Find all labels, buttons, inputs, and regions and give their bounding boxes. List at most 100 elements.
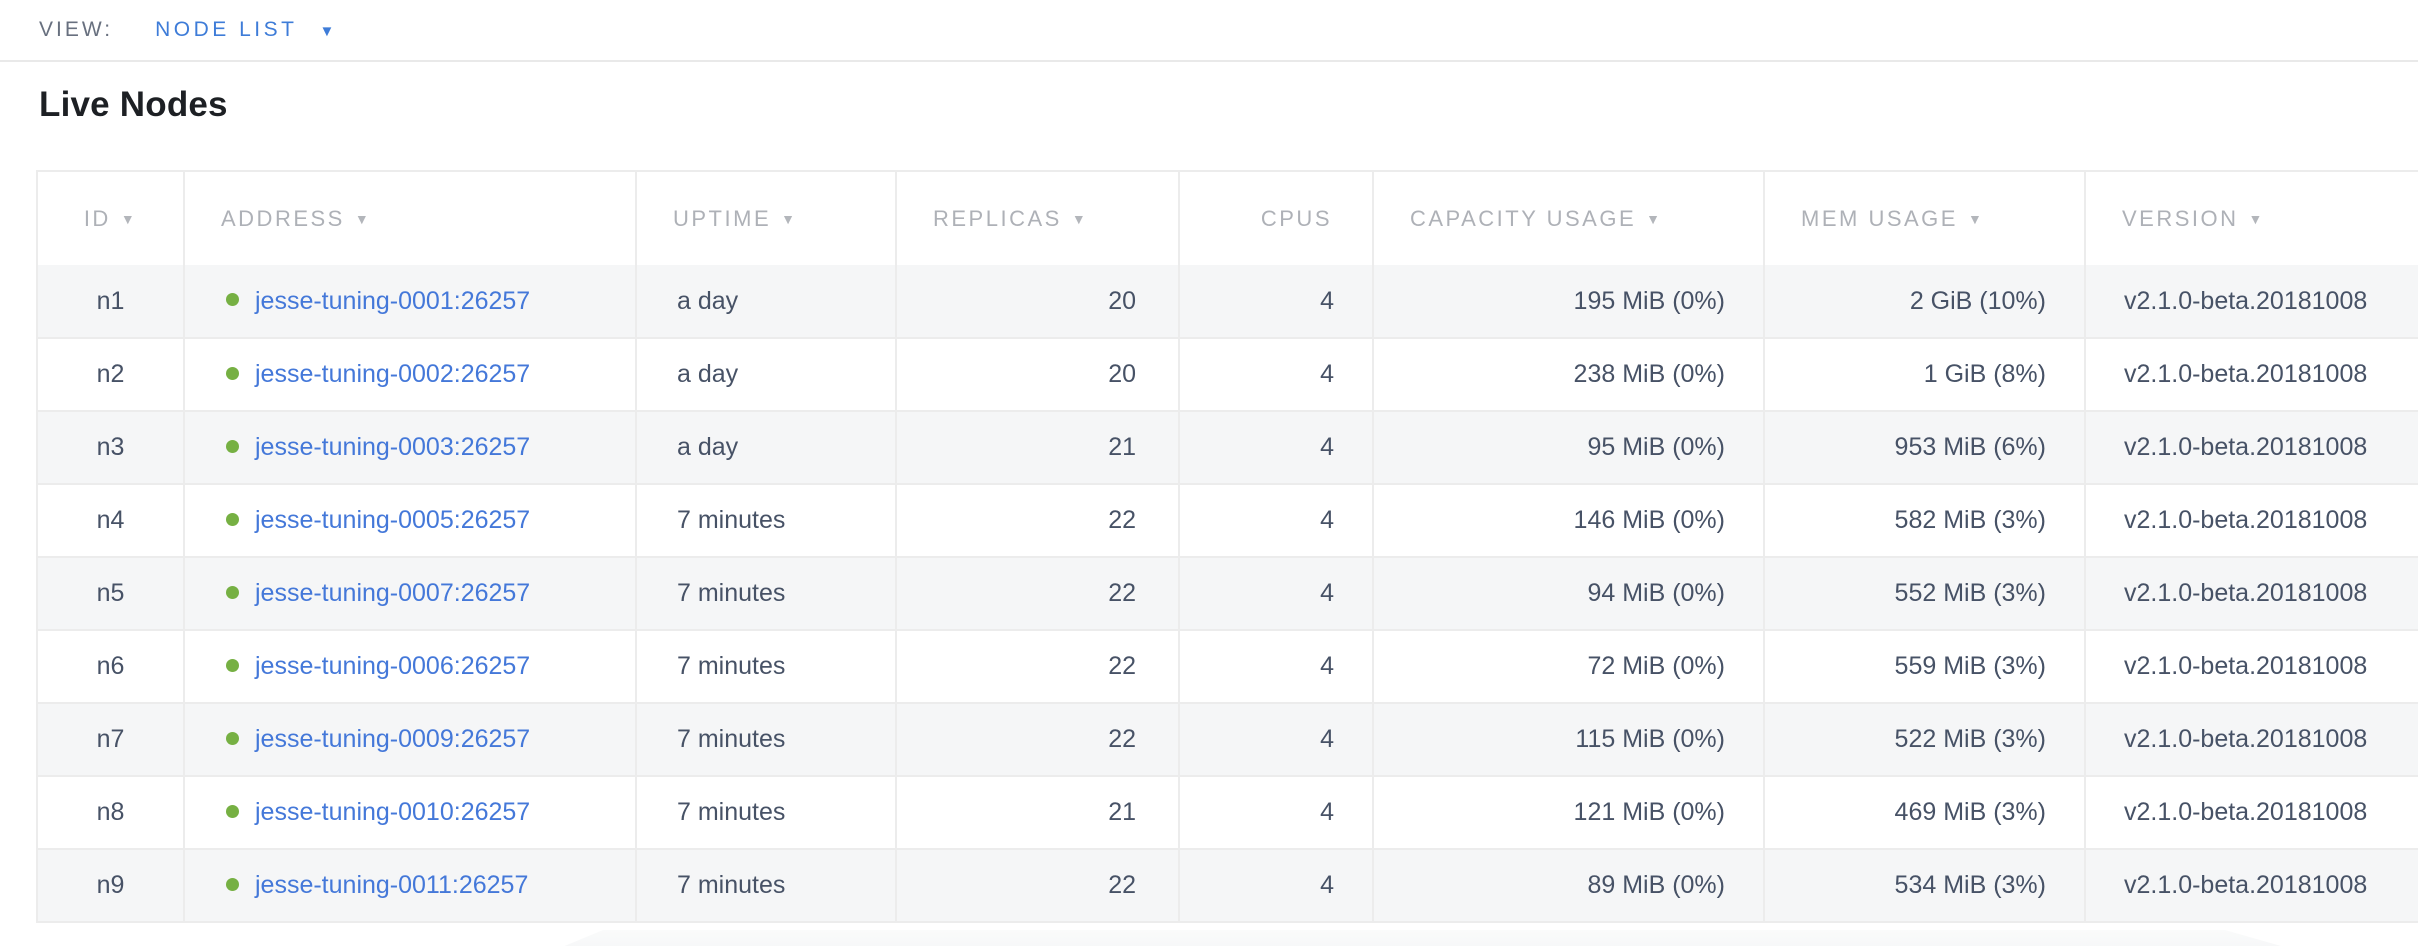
cell-id: n7 bbox=[37, 702, 185, 776]
view-label: VIEW: bbox=[39, 18, 114, 41]
node-address-link[interactable]: jesse-tuning-0011:26257 bbox=[255, 871, 529, 899]
live-status-icon bbox=[226, 658, 239, 672]
live-status-icon bbox=[226, 804, 239, 818]
cell-cpus: 4 bbox=[1179, 629, 1374, 703]
cell-cpus: 4 bbox=[1179, 265, 1374, 338]
cell-version: v2.1.0-beta.20181008 bbox=[2085, 337, 2418, 411]
cell-replicas: 22 bbox=[896, 556, 1180, 630]
cell-cpus: 4 bbox=[1179, 702, 1374, 776]
column-header-label: REPLICAS bbox=[933, 205, 1062, 231]
cell-cpus: 4 bbox=[1179, 483, 1374, 557]
cell-capacity: 95 MiB (0%) bbox=[1373, 410, 1765, 484]
cell-replicas: 22 bbox=[896, 702, 1180, 776]
table-row: n6 jesse-tuning-0006:26257 7 minutes 22 4 72 … bbox=[37, 629, 2418, 703]
cell-mem: 559 MiB (3%) bbox=[1764, 629, 2086, 703]
cell-address: jesse-tuning-0005:26257 bbox=[184, 483, 637, 557]
cell-cpus: 4 bbox=[1179, 556, 1374, 630]
column-header-id[interactable]: ID ▼ bbox=[37, 171, 185, 265]
live-status-icon bbox=[226, 293, 239, 307]
node-address-link[interactable]: jesse-tuning-0003:26257 bbox=[255, 433, 531, 461]
column-header-replicas[interactable]: REPLICAS ▼ bbox=[896, 171, 1180, 265]
node-address-link[interactable]: jesse-tuning-0009:26257 bbox=[255, 725, 531, 753]
cell-capacity: 121 MiB (0%) bbox=[1373, 775, 1765, 849]
cell-id: n1 bbox=[37, 265, 185, 338]
node-address-link[interactable]: jesse-tuning-0002:26257 bbox=[255, 360, 531, 388]
cell-address: jesse-tuning-0010:26257 bbox=[184, 775, 637, 849]
cut-off-element bbox=[555, 930, 2295, 946]
cell-mem: 534 MiB (3%) bbox=[1764, 848, 2086, 922]
cell-address: jesse-tuning-0006:26257 bbox=[184, 629, 637, 703]
cell-uptime: a day bbox=[636, 410, 897, 484]
node-address-link[interactable]: jesse-tuning-0001:26257 bbox=[255, 286, 531, 315]
node-address-link[interactable]: jesse-tuning-0010:26257 bbox=[255, 798, 531, 826]
column-header-address[interactable]: ADDRESS ▼ bbox=[184, 171, 637, 265]
cell-mem: 522 MiB (3%) bbox=[1764, 702, 2086, 776]
sort-desc-icon: ▼ bbox=[1646, 210, 1663, 227]
cell-version: v2.1.0-beta.20181008 bbox=[2085, 629, 2418, 703]
view-dropdown-value: NODE LIST bbox=[155, 18, 298, 41]
cell-version: v2.1.0-beta.20181008 bbox=[2085, 410, 2418, 484]
table-row: n1 jesse-tuning-0001:26257 a day 20 4 195 MiB… bbox=[37, 265, 2418, 338]
node-address-link[interactable]: jesse-tuning-0006:26257 bbox=[255, 652, 531, 680]
column-header-mem[interactable]: MEM USAGE ▼ bbox=[1764, 171, 2086, 265]
column-header-label: VERSION bbox=[2122, 205, 2239, 231]
sort-desc-icon: ▼ bbox=[781, 210, 798, 227]
table-row: n9 jesse-tuning-0011:26257 7 minutes 22 4 89 … bbox=[37, 848, 2418, 922]
column-header-capacity[interactable]: CAPACITY USAGE ▼ bbox=[1373, 171, 1765, 265]
node-address-link[interactable]: jesse-tuning-0005:26257 bbox=[255, 506, 531, 534]
cell-id: n3 bbox=[37, 410, 185, 484]
table-row: n5 jesse-tuning-0007:26257 7 minutes 22 4 94 … bbox=[37, 556, 2418, 630]
cell-uptime: a day bbox=[636, 337, 897, 411]
cell-id: n5 bbox=[37, 556, 185, 630]
cell-address: jesse-tuning-0001:26257 bbox=[184, 265, 637, 338]
cell-version: v2.1.0-beta.20181008 bbox=[2085, 848, 2418, 922]
column-header-label: MEM USAGE bbox=[1801, 205, 1958, 231]
cell-capacity: 238 MiB (0%) bbox=[1373, 337, 1765, 411]
header-row: ID ▼ ADDRESS ▼ UPTIME ▼ REPLICAS ▼ CPUS CAPACITY … bbox=[37, 171, 2418, 265]
cell-replicas: 20 bbox=[896, 337, 1180, 411]
table-row: n8 jesse-tuning-0010:26257 7 minutes 21 4 121… bbox=[37, 775, 2418, 849]
cell-version: v2.1.0-beta.20181008 bbox=[2085, 483, 2418, 557]
cell-replicas: 21 bbox=[896, 410, 1180, 484]
column-header-uptime[interactable]: UPTIME ▼ bbox=[636, 171, 897, 265]
sort-desc-icon: ▼ bbox=[1967, 210, 1985, 227]
cell-uptime: 7 minutes bbox=[636, 775, 897, 849]
live-status-icon bbox=[226, 512, 239, 526]
table-row: n7 jesse-tuning-0009:26257 7 minutes 22 4 115… bbox=[37, 702, 2418, 776]
cell-mem: 552 MiB (3%) bbox=[1764, 556, 2086, 630]
column-header-version[interactable]: VERSION ▼ bbox=[2085, 171, 2418, 265]
cell-address: jesse-tuning-0003:26257 bbox=[184, 410, 637, 484]
cell-address: jesse-tuning-0002:26257 bbox=[184, 337, 637, 411]
sort-desc-icon: ▼ bbox=[354, 210, 372, 227]
nodes-table: ID ▼ ADDRESS ▼ UPTIME ▼ REPLICAS ▼ CPUS CAPACITY … bbox=[36, 170, 2418, 923]
view-selector-bar: VIEW: NODE LIST ▼ bbox=[0, 0, 2418, 62]
cell-cpus: 4 bbox=[1179, 848, 1374, 922]
cell-id: n2 bbox=[37, 337, 185, 411]
cell-uptime: 7 minutes bbox=[636, 629, 897, 703]
cell-cpus: 4 bbox=[1179, 410, 1374, 484]
cell-id: n4 bbox=[37, 483, 185, 557]
table-row: n2 jesse-tuning-0002:26257 a day 20 4 238 MiB… bbox=[37, 337, 2418, 411]
cell-replicas: 22 bbox=[896, 629, 1180, 703]
cell-id: n9 bbox=[37, 848, 185, 922]
cell-capacity: 94 MiB (0%) bbox=[1373, 556, 1765, 630]
cell-mem: 582 MiB (3%) bbox=[1764, 483, 2086, 557]
nodes-table-container: ID ▼ ADDRESS ▼ UPTIME ▼ REPLICAS ▼ CPUS CAPACITY … bbox=[36, 170, 2418, 923]
cell-capacity: 89 MiB (0%) bbox=[1373, 848, 1765, 922]
page-title: Live Nodes bbox=[39, 85, 228, 124]
live-status-icon bbox=[226, 877, 239, 891]
cell-replicas: 21 bbox=[896, 775, 1180, 849]
column-header-label: UPTIME bbox=[673, 205, 772, 231]
cell-id: n8 bbox=[37, 775, 185, 849]
view-dropdown[interactable]: NODE LIST ▼ bbox=[155, 18, 334, 42]
cell-replicas: 22 bbox=[896, 848, 1180, 922]
column-header-label: ADDRESS bbox=[221, 205, 345, 231]
cell-capacity: 146 MiB (0%) bbox=[1373, 483, 1765, 557]
cell-version: v2.1.0-beta.20181008 bbox=[2085, 265, 2418, 338]
table-row: n4 jesse-tuning-0005:26257 7 minutes 22 4 146… bbox=[37, 483, 2418, 557]
node-address-link[interactable]: jesse-tuning-0007:26257 bbox=[255, 579, 531, 607]
cell-uptime: 7 minutes bbox=[636, 483, 897, 557]
cell-uptime: 7 minutes bbox=[636, 702, 897, 776]
cell-address: jesse-tuning-0009:26257 bbox=[184, 702, 637, 776]
